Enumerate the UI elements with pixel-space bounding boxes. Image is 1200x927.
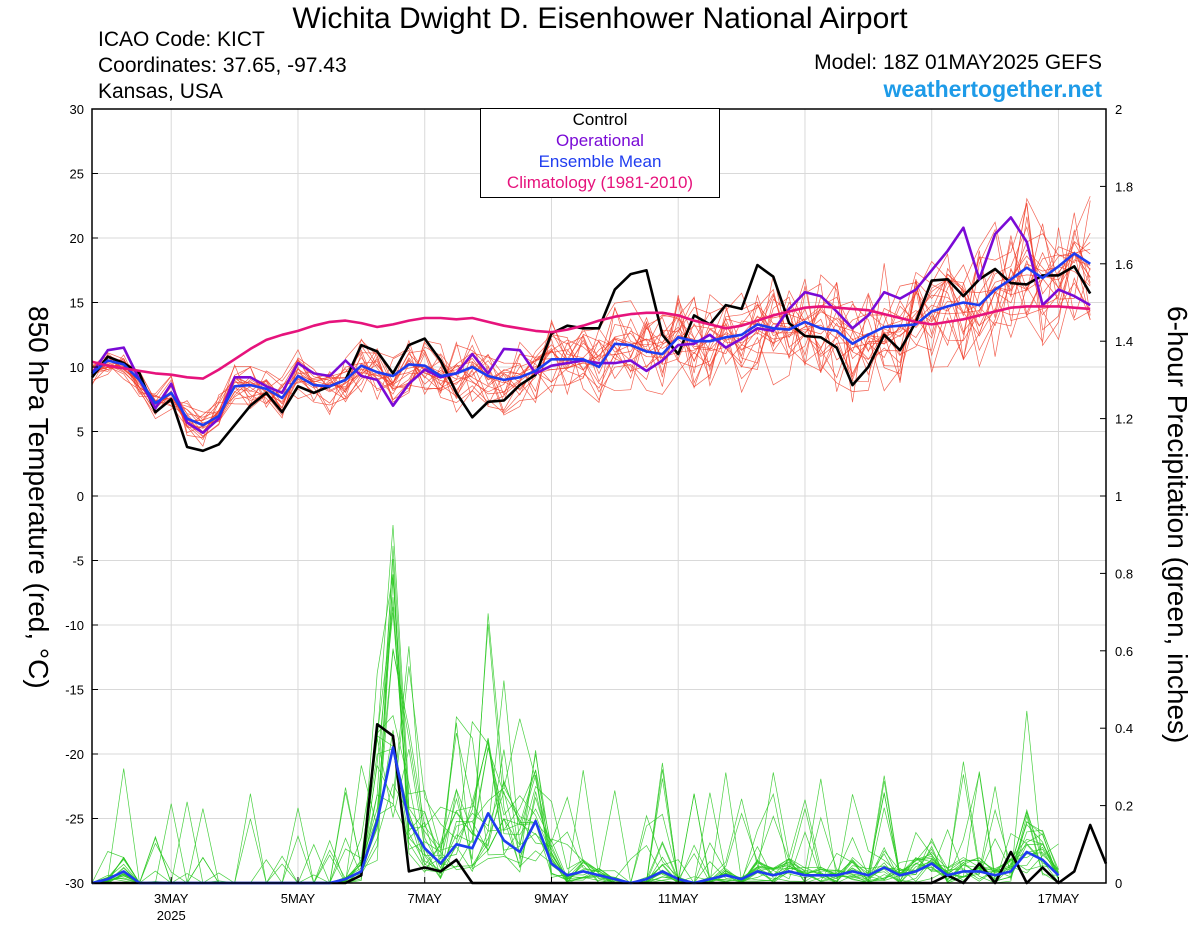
- legend: Control Operational Ensemble Mean Climat…: [480, 108, 720, 198]
- y2-tick-label: 1.8: [1115, 179, 1133, 194]
- ensemble-member-temperature: [91, 223, 1091, 428]
- ensemble-member-precipitation: [91, 714, 1059, 884]
- y-tick-label: -20: [65, 747, 84, 762]
- control-precipitation-line: [92, 723, 1108, 885]
- ensemble-member-precipitation: [91, 574, 1059, 884]
- chart-title: Wichita Dwight D. Eisenhower National Ai…: [292, 2, 908, 35]
- y-tick-label: 0: [77, 489, 84, 504]
- operational-temperature-line: [90, 216, 1091, 435]
- ensemble-member-temperature: [91, 233, 1091, 433]
- y2-tick-label: 1.6: [1115, 257, 1133, 272]
- ensemble-member-precipitation: [91, 612, 1059, 884]
- ensemble-member-temperature: [91, 196, 1091, 434]
- x-tick-label: 13MAY: [784, 891, 826, 906]
- y2-tick-label: 0: [1115, 876, 1122, 891]
- ensemble-member-temperature: [91, 253, 1091, 418]
- y2-tick-label: 0.6: [1115, 644, 1133, 659]
- region: Kansas, USA: [98, 80, 223, 103]
- y-tick-label: 5: [77, 425, 84, 440]
- icao-code: ICAO Code: KICT: [98, 28, 265, 51]
- x-tick-label: 5MAY: [281, 891, 316, 906]
- y-axis-label-right: 6-hour Precipitation (green, inches): [1162, 306, 1193, 744]
- ensemble-member-temperature: [91, 225, 1091, 424]
- y-tick-label: -5: [72, 554, 84, 569]
- y2-tick-label: 2: [1115, 102, 1122, 117]
- ensemble-member-temperature: [91, 216, 1091, 416]
- legend-climatology: Climatology (1981-2010): [506, 173, 694, 192]
- y-tick-label: 25: [70, 167, 84, 182]
- ensemble-member-precipitation: [91, 558, 1059, 884]
- y-tick-label: -15: [65, 683, 84, 698]
- ensemble-member-precipitation: [91, 545, 1059, 884]
- x-tick-label: 3MAY: [154, 891, 189, 906]
- model-run: Model: 18Z 01MAY2025 GEFS: [814, 51, 1102, 74]
- ensemble-member-precipitation: [91, 722, 1059, 884]
- ensemble-member-temperature: [91, 251, 1091, 426]
- legend-ensemble-mean: Ensemble Mean: [538, 152, 662, 171]
- ensemble-member-precipitation: [91, 720, 1059, 884]
- ensemble-member-precipitation: [91, 576, 1059, 884]
- coordinates: Coordinates: 37.65, -97.43: [98, 54, 347, 77]
- x-tick-label: 7MAY: [408, 891, 443, 906]
- ensemble-member-precipitation: [91, 574, 1059, 884]
- y-tick-label: -25: [65, 812, 84, 827]
- y2-tick-label: 0.8: [1115, 566, 1133, 581]
- ensemble-member-precipitation: [91, 715, 1059, 884]
- y-axis-label-left: 850 hPa Temperature (red, °C): [23, 306, 54, 689]
- x-tick-label: 9MAY: [534, 891, 569, 906]
- x-tick-label: 11MAY: [658, 891, 699, 906]
- y2-tick-label: 1.2: [1115, 412, 1133, 427]
- x-tick-label: 15MAY: [911, 891, 953, 906]
- y2-tick-label: 1.4: [1115, 334, 1133, 349]
- ensemble-member-temperature: [91, 241, 1091, 422]
- legend-operational: Operational: [556, 131, 644, 150]
- site-link[interactable]: weathertogether.net: [883, 76, 1102, 102]
- ensemble-member-precipitation: [91, 646, 1059, 884]
- y-tick-label: 10: [70, 360, 84, 375]
- control-temperature-line: [90, 263, 1092, 453]
- ensemble-mean-temperature-line: [91, 252, 1091, 427]
- climatology-temperature-line: [91, 305, 1091, 380]
- y-tick-label: 20: [70, 231, 84, 246]
- ensemble-member-precipitation: [91, 748, 1059, 884]
- legend-control: Control: [572, 110, 628, 129]
- ensemble-member-temperature: [91, 235, 1091, 437]
- y2-tick-label: 0.2: [1115, 799, 1133, 814]
- y-tick-label: 30: [70, 102, 84, 117]
- ensemble-member-precipitation: [91, 606, 1059, 884]
- ensemble-member-temperature: [91, 212, 1091, 428]
- ensemble-member-temperature: [91, 241, 1091, 429]
- y-tick-label: 15: [70, 296, 84, 311]
- y2-tick-label: 1: [1115, 489, 1122, 504]
- y-tick-label: -30: [65, 876, 84, 891]
- y2-tick-label: 0.4: [1115, 721, 1133, 736]
- ensemble-member-temperature: [91, 200, 1091, 425]
- x-tick-sublabel: 2025: [157, 908, 186, 923]
- y-tick-label: -10: [65, 618, 84, 633]
- ensemble-member-precipitation: [91, 650, 1059, 884]
- ensemble-member-temperature: [91, 233, 1091, 438]
- x-tick-label: 17MAY: [1038, 891, 1080, 906]
